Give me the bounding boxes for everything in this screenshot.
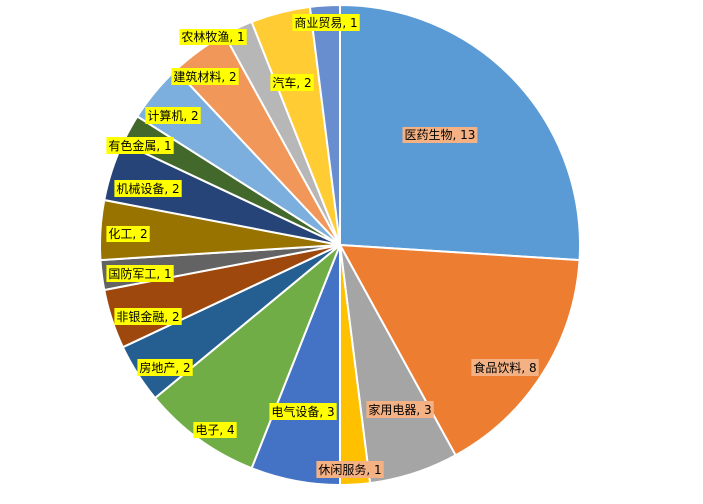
pie-slices (99, 3, 581, 487)
data-label-background (145, 107, 201, 124)
data-label-background (316, 461, 384, 478)
data-label-text: 机械设备, 2 (116, 181, 179, 196)
data-label-text: 国防军工, 1 (108, 266, 171, 281)
data-label-text: 汽车, 2 (272, 75, 311, 90)
data-label-text: 化工, 2 (108, 227, 147, 241)
data-label-3: 家用电器, 3 (366, 401, 434, 418)
data-label-8: 非银金融, 2 (114, 308, 182, 325)
data-label-text: 有色金属, 1 (108, 138, 171, 153)
data-label-14: 建筑材料, 2 (171, 68, 239, 85)
data-label-background (366, 401, 434, 418)
data-label-12: 有色金属, 1 (106, 137, 174, 154)
data-label-background (471, 359, 539, 376)
data-label-7: 房地产, 2 (137, 359, 193, 376)
data-label-2: 食品饮料, 8 (471, 359, 539, 376)
data-label-1: 医药生物, 13 (402, 127, 478, 143)
data-label-10: 化工, 2 (106, 226, 150, 242)
data-label-background (193, 422, 237, 438)
data-label-background (402, 127, 478, 143)
pie-slice-2 (338, 243, 581, 457)
data-label-background (270, 74, 314, 91)
data-label-11: 机械设备, 2 (114, 180, 182, 197)
pie-slice-6 (153, 244, 341, 470)
data-label-background (106, 137, 174, 154)
data-label-9: 国防军工, 1 (106, 265, 174, 282)
data-label-text: 商业贸易, 1 (294, 15, 357, 30)
data-label-text: 建筑材料, 2 (173, 69, 236, 84)
data-label-background (114, 308, 182, 325)
data-label-5: 电气设备, 3 (269, 403, 337, 420)
data-label-text: 医药生物, 13 (405, 128, 476, 142)
data-label-16: 汽车, 2 (270, 74, 314, 91)
data-label-text: 非银金融, 2 (116, 309, 179, 324)
data-label-17: 商业贸易, 1 (292, 14, 360, 31)
data-label-background (114, 180, 182, 197)
data-label-text: 休闲服务, 1 (318, 462, 381, 477)
data-label-text: 电气设备, 3 (271, 404, 334, 419)
data-label-background (106, 226, 150, 242)
data-label-13: 计算机, 2 (145, 107, 201, 124)
data-label-4: 休闲服务, 1 (316, 461, 384, 478)
data-label-text: 食品饮料, 8 (473, 360, 536, 375)
data-label-background (269, 403, 337, 420)
data-label-text: 家用电器, 3 (368, 402, 431, 417)
data-label-background (137, 359, 193, 376)
data-label-background (292, 14, 360, 31)
data-label-text: 农林牧渔, 1 (181, 30, 244, 44)
data-label-background (171, 68, 239, 85)
data-label-background (106, 265, 174, 282)
pie-data-labels: 医药生物, 13 食品饮料, 8 家用电器, 3 休闲服务, 1 电气设备, 3 电子, … (106, 14, 539, 478)
data-label-text: 电子, 4 (195, 423, 234, 437)
data-label-6: 电子, 4 (193, 422, 237, 438)
data-label-background (179, 29, 247, 45)
data-label-text: 计算机, 2 (147, 108, 198, 123)
data-label-text: 房地产, 2 (139, 360, 190, 375)
pie-slice-17 (308, 3, 341, 246)
data-label-15: 农林牧渔, 1 (179, 29, 247, 45)
